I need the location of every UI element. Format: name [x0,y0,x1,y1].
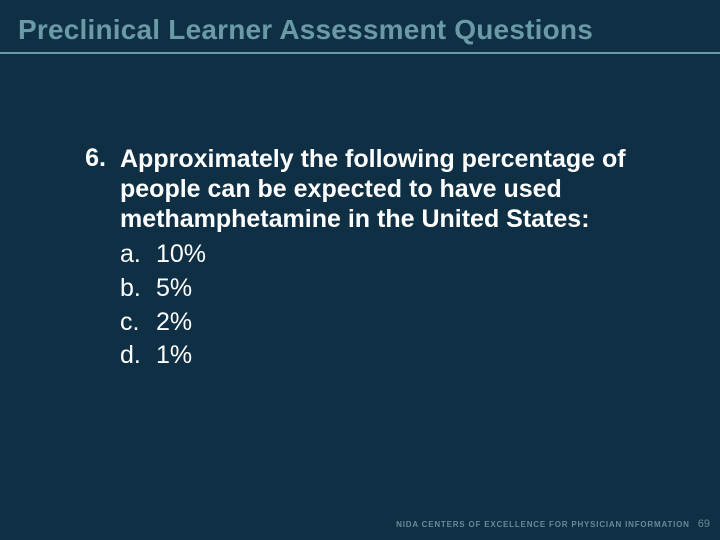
option-d: d. 1% [120,339,660,373]
option-letter: c. [120,306,156,340]
footer-org-text: NIDA CENTERS OF EXCELLENCE FOR PHYSICIAN… [396,520,690,529]
question-block: 6. Approximately the following percentag… [72,144,660,373]
option-text: 2% [156,306,192,340]
slide-content: 6. Approximately the following percentag… [0,54,720,373]
footer: NIDA CENTERS OF EXCELLENCE FOR PHYSICIAN… [396,518,710,530]
option-c: c. 2% [120,306,660,340]
option-b: b. 5% [120,272,660,306]
option-text: 5% [156,272,192,306]
question-number: 6. [72,144,120,173]
question-stem: Approximately the following percentage o… [120,144,660,234]
option-text: 1% [156,339,192,373]
options-list: a. 10% b. 5% c. 2% d. 1% [120,238,660,373]
option-text: 10% [156,238,206,272]
option-letter: d. [120,339,156,373]
option-letter: b. [120,272,156,306]
option-letter: a. [120,238,156,272]
slide-title: Preclinical Learner Assessment Questions [0,0,720,54]
question-body: Approximately the following percentage o… [120,144,660,373]
slide: Preclinical Learner Assessment Questions… [0,0,720,540]
page-number: 69 [698,518,710,530]
option-a: a. 10% [120,238,660,272]
